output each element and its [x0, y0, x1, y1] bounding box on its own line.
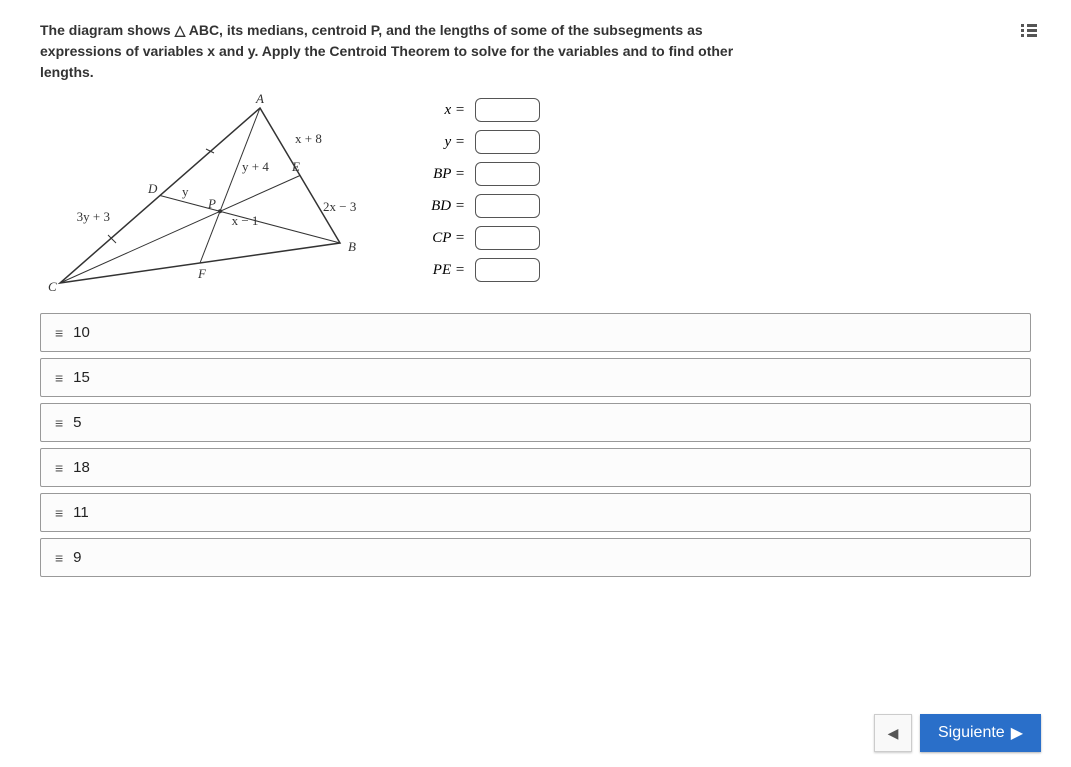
seg-label-ep: y + 4 — [242, 159, 269, 174]
option-row[interactable]: ≡ 18 — [40, 448, 1031, 487]
answer-label: PE = — [420, 262, 465, 279]
answer-row-bd: BD = — [420, 194, 540, 218]
answer-dropzone-x[interactable] — [475, 98, 540, 122]
drag-handle-icon: ≡ — [55, 505, 61, 521]
seg-label-ae: x + 8 — [295, 131, 322, 146]
vertex-a-label: A — [255, 93, 264, 106]
option-row[interactable]: ≡ 11 — [40, 493, 1031, 532]
answer-dropzone-bd[interactable] — [475, 194, 540, 218]
menu-icon[interactable] — [1017, 20, 1041, 41]
midpoint-f-label: F — [197, 266, 207, 281]
answer-label: y = — [420, 134, 465, 151]
answer-label: BD = — [420, 198, 465, 215]
option-row[interactable]: ≡ 9 — [40, 538, 1031, 577]
prev-button[interactable]: ◀ — [874, 714, 912, 752]
page-container: The diagram shows △ ABC, its medians, ce… — [0, 0, 1071, 767]
option-row[interactable]: ≡ 15 — [40, 358, 1031, 397]
drag-handle-icon: ≡ — [55, 325, 61, 341]
answer-row-bp: BP = — [420, 162, 540, 186]
options-container: ≡ 10 ≡ 15 ≡ 5 ≡ 18 ≡ 11 ≡ 9 — [40, 313, 1031, 577]
answer-label: BP = — [420, 166, 465, 183]
seg-label-eb: 2x − 3 — [323, 199, 356, 214]
vertex-c-label: C — [48, 279, 57, 293]
drag-handle-icon: ≡ — [55, 415, 61, 431]
vertex-b-label: B — [348, 239, 356, 254]
drag-handle-icon: ≡ — [55, 550, 61, 566]
footer-nav: ◀ Siguiente ▶ — [874, 714, 1041, 752]
option-row[interactable]: ≡ 10 — [40, 313, 1031, 352]
midpoint-d-label: D — [147, 181, 158, 196]
answer-row-pe: PE = — [420, 258, 540, 282]
seg-label-pe2: x − 1 — [232, 213, 259, 228]
option-value: 5 — [73, 414, 81, 431]
answer-row-y: y = — [420, 130, 540, 154]
answers-container: x = y = BP = BD = CP = PE = — [420, 93, 540, 293]
option-value: 11 — [73, 504, 89, 521]
option-value: 9 — [73, 549, 81, 566]
next-button-label: Siguiente — [938, 724, 1005, 742]
option-value: 18 — [73, 459, 90, 476]
centroid-p-label: P — [207, 196, 216, 211]
answer-dropzone-bp[interactable] — [475, 162, 540, 186]
drag-handle-icon: ≡ — [55, 370, 61, 386]
option-row[interactable]: ≡ 5 — [40, 403, 1031, 442]
option-value: 15 — [73, 369, 90, 386]
content-area: A B C D E F P x + 8 y + 4 x − 1 2x − 3 y… — [40, 93, 1031, 293]
seg-label-cd: 3y + 3 — [77, 209, 110, 224]
answer-row-x: x = — [420, 98, 540, 122]
answer-label: x = — [420, 102, 465, 119]
option-value: 10 — [73, 324, 90, 341]
answer-row-cp: CP = — [420, 226, 540, 250]
answer-label: CP = — [420, 230, 465, 247]
question-text: The diagram shows △ ABC, its medians, ce… — [40, 20, 740, 83]
triangle-diagram: A B C D E F P x + 8 y + 4 x − 1 2x − 3 y… — [40, 93, 380, 293]
chevron-left-icon: ◀ — [888, 725, 899, 742]
answer-dropzone-pe[interactable] — [475, 258, 540, 282]
answer-dropzone-cp[interactable] — [475, 226, 540, 250]
chevron-right-icon: ▶ — [1011, 723, 1023, 743]
midpoint-e-label: E — [291, 159, 300, 174]
next-button[interactable]: Siguiente ▶ — [920, 714, 1041, 752]
answer-dropzone-y[interactable] — [475, 130, 540, 154]
seg-label-dp: y — [182, 184, 189, 199]
drag-handle-icon: ≡ — [55, 460, 61, 476]
